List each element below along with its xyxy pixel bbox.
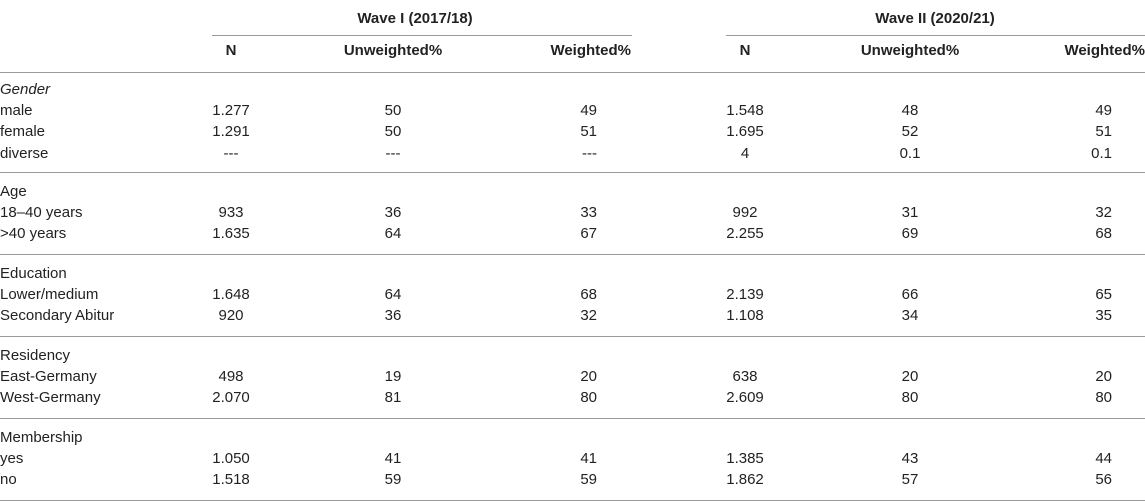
table-cell: 49	[1095, 102, 1112, 120]
table-cell: 0.1	[1091, 144, 1112, 162]
table-cell: 68	[1095, 225, 1112, 243]
table-cell: 80	[580, 389, 597, 407]
table-cell: 80	[1095, 389, 1112, 407]
table-cell: 59	[580, 471, 597, 489]
table-cell: 4	[740, 144, 750, 162]
table-cell: 1.050	[212, 450, 250, 468]
table-cell: 20	[580, 368, 597, 386]
table-cell: 50	[384, 123, 402, 141]
col-header-weighted-wave1: Weighted%	[550, 42, 631, 59]
table-cell: 64	[384, 286, 402, 304]
table-cell: 51	[1095, 123, 1112, 141]
row-label: >40 years	[0, 225, 67, 243]
table-cell: 32	[1095, 204, 1112, 222]
table-cell: 64	[384, 225, 402, 243]
row-label: female	[0, 123, 46, 141]
table-cell: 2.255	[726, 225, 764, 243]
table-cell: 52	[901, 123, 919, 141]
table-cell: 36	[384, 204, 402, 222]
table-cell: 50	[384, 102, 402, 120]
table-cell: 498	[218, 368, 244, 386]
wave1-underline	[212, 35, 632, 36]
table-cell: 2.139	[726, 286, 764, 304]
col-header-weighted-wave2: Weighted%	[1064, 42, 1145, 59]
col-header-n-wave1: N	[225, 42, 237, 59]
table-cell: 35	[1095, 307, 1112, 325]
table-cell: 41	[384, 450, 402, 468]
section-divider	[0, 418, 1145, 419]
row-label: diverse	[0, 144, 49, 162]
table-cell: 65	[1095, 286, 1112, 304]
col-header-n-wave2: N	[739, 42, 751, 59]
table-cell: 1.862	[726, 471, 764, 489]
table-cell: 48	[901, 102, 919, 120]
table-cell: 933	[218, 204, 244, 222]
table-cell: 51	[580, 123, 597, 141]
table-cell: 1.108	[726, 307, 764, 325]
section-title: Membership	[0, 429, 83, 446]
table-cell: 36	[384, 307, 402, 325]
table-cell: 19	[384, 368, 402, 386]
section-title: Age	[0, 183, 27, 200]
table-cell: 0.1	[899, 144, 921, 162]
table-cell: 2.070	[212, 389, 250, 407]
table-cell: 66	[901, 286, 919, 304]
section-title: Residency	[0, 347, 71, 364]
table-cell: 1.291	[212, 123, 250, 141]
table-cell: 81	[384, 389, 402, 407]
section-divider	[0, 336, 1145, 337]
row-label: no	[0, 471, 17, 489]
row-label: 18–40 years	[0, 204, 83, 222]
table-cell: 1.648	[212, 286, 250, 304]
table-cell: 80	[901, 389, 919, 407]
table-cell: 44	[1095, 450, 1112, 468]
table-cell: ---	[223, 144, 239, 162]
table-cell: ---	[385, 144, 401, 162]
table-cell: 2.609	[726, 389, 764, 407]
row-label: East-Germany	[0, 368, 97, 386]
table-cell: 1.695	[726, 123, 764, 141]
table-cell: 34	[901, 307, 919, 325]
table-cell: 56	[1095, 471, 1112, 489]
table-cell: 1.548	[726, 102, 764, 120]
table-cell: 992	[732, 204, 758, 222]
table-cell: 69	[901, 225, 919, 243]
table-cell: 41	[580, 450, 597, 468]
table-cell: 20	[901, 368, 919, 386]
row-label: male	[0, 102, 33, 120]
header-divider	[0, 72, 1145, 73]
col-header-unweighted-wave1: Unweighted%	[343, 42, 443, 59]
table-cell: 31	[901, 204, 919, 222]
row-label: yes	[0, 450, 24, 468]
table-cell: 49	[580, 102, 597, 120]
table-cell: 59	[384, 471, 402, 489]
table-cell: ---	[582, 144, 597, 162]
section-title: Gender	[0, 81, 51, 98]
table-cell: 920	[218, 307, 244, 325]
wave1-header: Wave I (2017/18)	[357, 10, 473, 27]
table-cell: 32	[580, 307, 597, 325]
wave2-underline	[726, 35, 1145, 36]
table-cell: 638	[732, 368, 758, 386]
table-cell: 67	[580, 225, 597, 243]
wave2-header: Wave II (2020/21)	[875, 10, 995, 27]
section-title: Education	[0, 265, 67, 282]
table-cell: 43	[901, 450, 919, 468]
row-label: Secondary Abitur	[0, 307, 115, 325]
table-cell: 1.518	[212, 471, 250, 489]
table-cell: 68	[580, 286, 597, 304]
table-cell: 33	[580, 204, 597, 222]
table-cell: 1.277	[212, 102, 250, 120]
section-divider	[0, 172, 1145, 173]
row-label: Lower/medium	[0, 286, 99, 304]
table-cell: 1.385	[726, 450, 764, 468]
section-divider	[0, 254, 1145, 255]
col-header-unweighted-wave2: Unweighted%	[860, 42, 960, 59]
row-label: West-Germany	[0, 389, 101, 407]
table-cell: 20	[1095, 368, 1112, 386]
table-cell: 57	[901, 471, 919, 489]
table-cell: 1.635	[212, 225, 250, 243]
